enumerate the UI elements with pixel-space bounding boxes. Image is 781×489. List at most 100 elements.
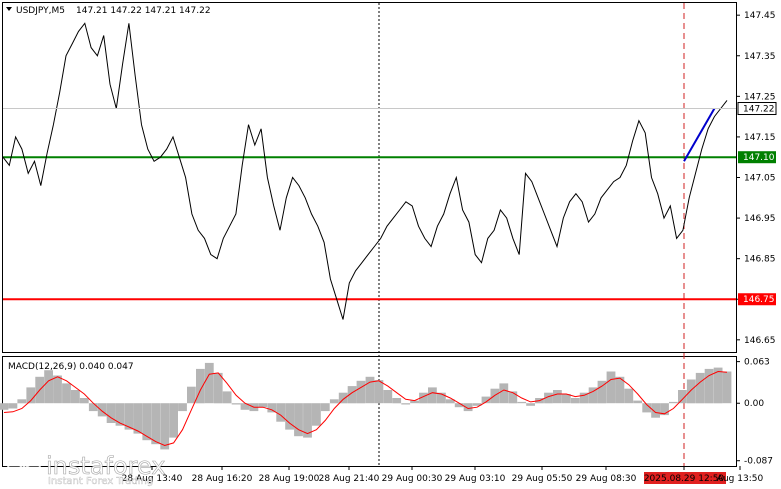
macd-bar	[561, 394, 571, 404]
time-axis-label: 28 Aug 13:40	[122, 474, 183, 484]
current-time-label: 2025.08.29 12:50	[644, 474, 725, 484]
macd-bar	[678, 390, 687, 404]
macd-bar	[695, 372, 705, 404]
macd-bar	[383, 390, 393, 404]
time-axis-label: 28 Aug 16:20	[192, 474, 253, 484]
macd-bar	[356, 380, 366, 404]
price-tick-label: 147.05	[744, 174, 776, 184]
macd-bar	[62, 383, 71, 404]
macd-bar	[508, 391, 518, 404]
macd-bar	[437, 392, 446, 404]
macd-bar	[276, 403, 286, 422]
macd-bar	[374, 380, 384, 404]
chart-title-area: USDJPY,M5 147.21 147.22 147.21 147.22	[6, 6, 211, 16]
macd-bar	[481, 396, 491, 404]
level-tag-label: 146.75	[743, 295, 775, 305]
macd-bar	[579, 392, 589, 404]
macd-bar	[258, 403, 268, 408]
macd-bar	[320, 403, 330, 412]
macd-bar	[8, 403, 18, 409]
macd-bar	[303, 403, 312, 438]
macd-bar	[615, 376, 625, 404]
macd-bar	[463, 403, 473, 412]
macd-bar	[392, 398, 402, 404]
symbol-title: USDJPY,M5	[16, 6, 65, 16]
macd-bar	[222, 391, 232, 404]
time-axis-label: 28 Aug 19:00	[259, 474, 320, 484]
macd-bar	[97, 403, 107, 417]
macd-bar	[588, 387, 598, 404]
macd-bar	[651, 403, 660, 418]
macd-bar	[472, 403, 482, 406]
price-tick-label: 147.25	[744, 92, 776, 102]
watermark-tagline: Instant Forex Trading	[48, 476, 153, 487]
macd-bar	[526, 403, 535, 406]
macd-title: MACD(12,26,9) 0.040 0.047	[8, 362, 134, 372]
macd-bar	[660, 403, 669, 416]
macd-bar	[115, 403, 125, 426]
macd-bar	[267, 403, 277, 413]
price-levels	[3, 156, 736, 301]
macd-bar	[445, 399, 455, 404]
price-tick-label: 146.85	[744, 255, 776, 265]
macd-bar	[124, 403, 134, 430]
macd-bar	[240, 403, 250, 410]
macd-bar	[231, 403, 241, 405]
macd-bar	[490, 388, 500, 404]
price-tick-label: 146.95	[744, 214, 776, 224]
level-tag-bg	[738, 151, 776, 164]
macd-bar	[419, 392, 428, 404]
time-axis-label: 28 Aug 21:40	[319, 474, 380, 484]
time-axis-label: 29 Aug 08:30	[576, 474, 637, 484]
macd-bar	[624, 388, 634, 404]
macd-bar	[642, 403, 652, 413]
macd-bar	[570, 398, 580, 404]
macd-bar	[713, 367, 723, 404]
macd-bar	[160, 403, 170, 450]
macd-bar	[517, 401, 527, 404]
price-series-line	[2, 22, 728, 320]
macd-axis: 0.063 0.00 -0.087	[736, 358, 773, 467]
price-pane-frame	[2, 2, 737, 353]
macd-bar	[79, 398, 89, 404]
macd-bar	[704, 368, 714, 404]
macd-bar	[338, 392, 348, 404]
macd-bar	[401, 403, 411, 405]
macd-bar	[597, 380, 607, 404]
ohlc-values: 147.21 147.22 147.21 147.22	[76, 6, 211, 16]
macd-tick-label: -0.087	[744, 457, 773, 467]
macd-bar	[204, 362, 214, 404]
macd-bar	[196, 368, 205, 404]
price-tick-label: 147.15	[744, 133, 776, 143]
current-time-tag-bg	[644, 472, 726, 484]
instaforex-watermark: instaforex Instant Forex Trading	[7, 447, 166, 487]
macd-bar	[454, 403, 464, 408]
macd-bar	[169, 403, 178, 438]
macd-bar	[88, 403, 98, 412]
macd-bar	[633, 400, 643, 404]
price-tick-label: 146.65	[744, 336, 776, 346]
macd-bar	[44, 370, 53, 404]
macd-bar	[285, 403, 294, 430]
macd-signal-line	[3, 370, 728, 447]
macd-bar	[133, 403, 143, 434]
macd-bar	[106, 403, 116, 423]
logo-rays-icon	[15, 450, 33, 478]
level-tag-bg	[738, 293, 776, 306]
dropdown-triangle-icon[interactable]	[6, 7, 12, 11]
current-price-tag-bg	[737, 102, 777, 116]
macd-bar	[312, 403, 321, 426]
trend-line	[683, 108, 716, 162]
macd-bar	[17, 399, 27, 404]
macd-bar	[151, 403, 161, 445]
macd-bar	[722, 371, 732, 404]
price-tags: 147.10 146.75 147.22	[3, 102, 777, 306]
macd-tick-label: 0.00	[744, 399, 764, 409]
macd-bar	[669, 401, 678, 404]
macd-bar	[544, 392, 553, 404]
macd-bar	[499, 383, 509, 404]
level-tag-label: 147.10	[743, 153, 775, 163]
macd-bar	[329, 399, 339, 404]
macd-bar	[347, 386, 357, 404]
